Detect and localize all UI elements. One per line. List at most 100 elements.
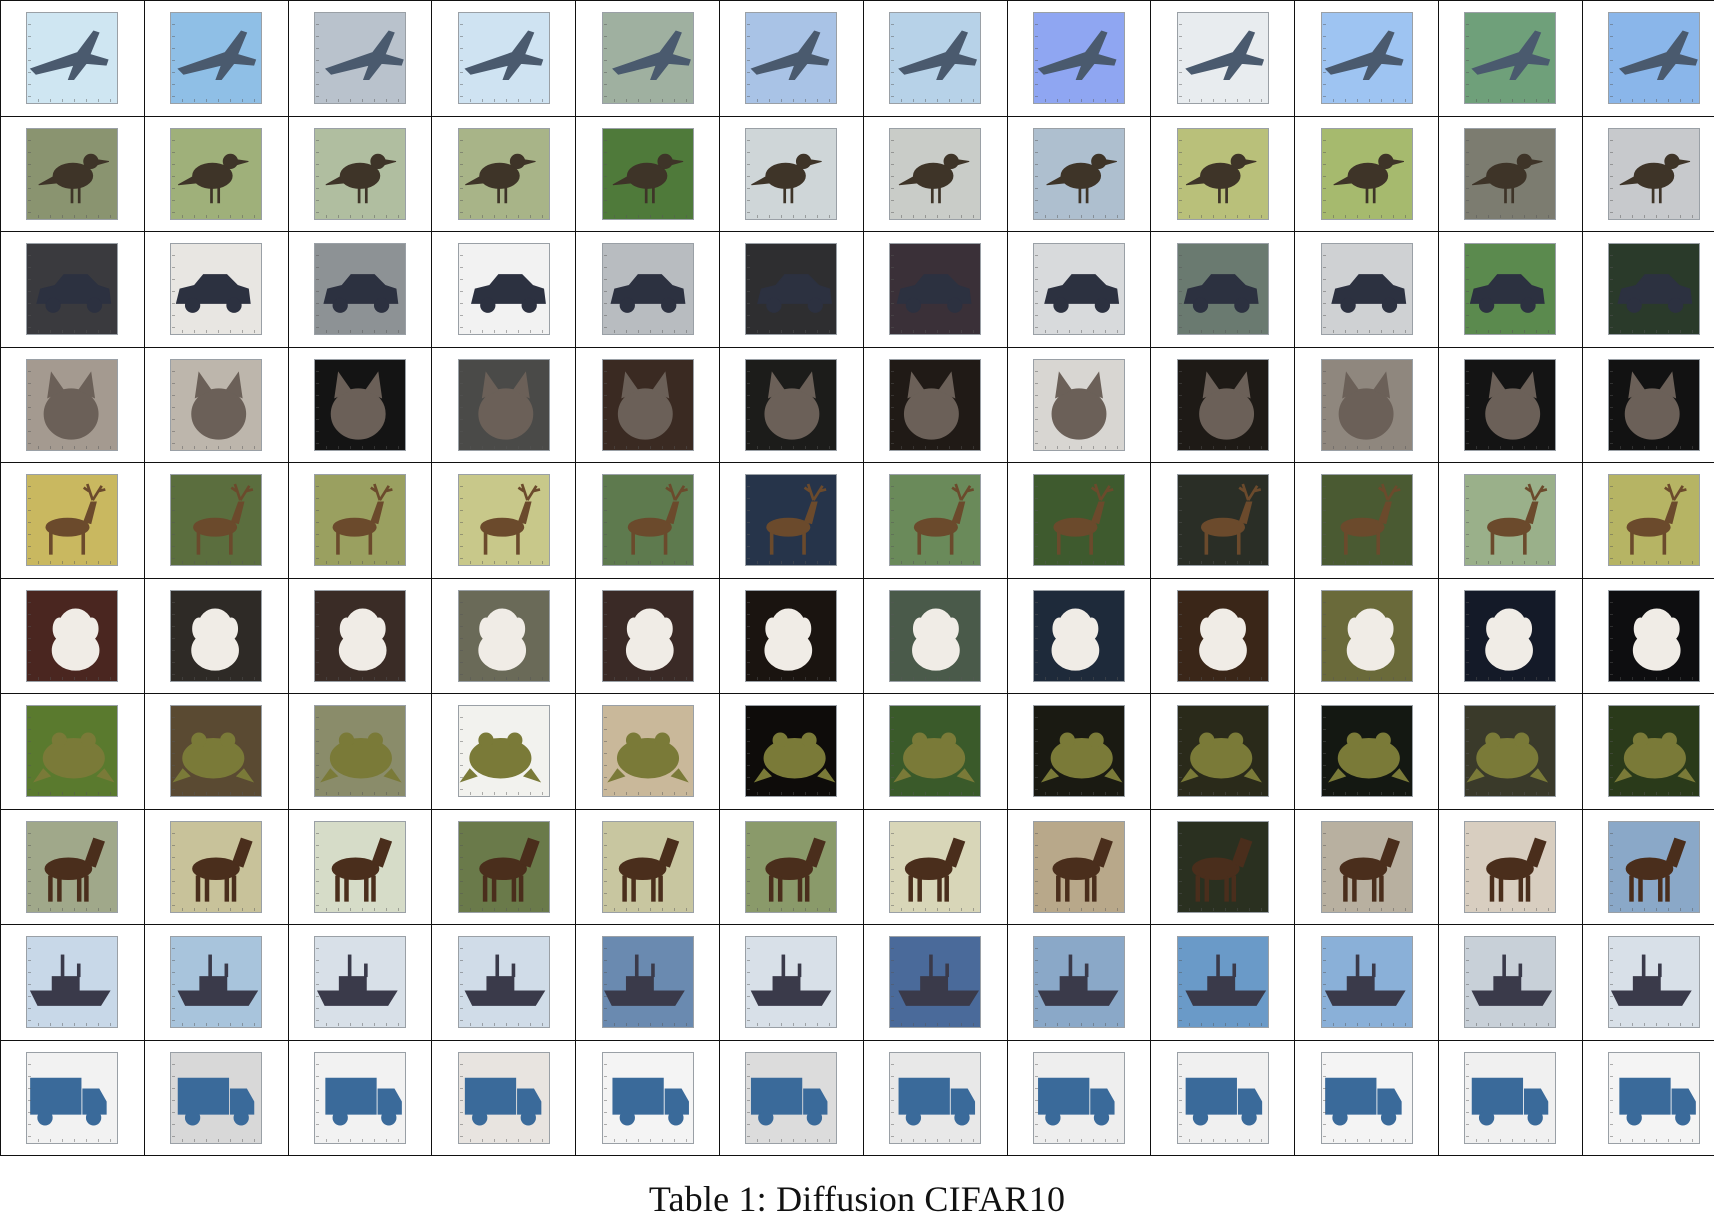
table-cell bbox=[0, 1039, 145, 1156]
sample-image bbox=[601, 705, 694, 798]
airplane-icon bbox=[1324, 30, 1404, 81]
sample-image bbox=[745, 243, 838, 336]
axis-ticks bbox=[1465, 561, 1556, 565]
axis-ticks bbox=[890, 99, 981, 103]
ship-icon bbox=[464, 954, 546, 1007]
sample-image bbox=[1176, 589, 1269, 682]
axis-ticks bbox=[459, 13, 463, 104]
axis-ticks bbox=[747, 937, 751, 1028]
ship-icon bbox=[1185, 954, 1266, 1007]
sample-image bbox=[457, 820, 550, 913]
sample-image bbox=[170, 820, 263, 913]
axis-ticks bbox=[172, 13, 176, 104]
sample-image bbox=[1608, 358, 1701, 451]
table-cell bbox=[575, 0, 720, 117]
frog-icon bbox=[172, 732, 255, 783]
sample-image bbox=[1320, 243, 1413, 336]
axis-ticks bbox=[1609, 1023, 1700, 1027]
axis-ticks bbox=[891, 590, 895, 681]
sample-image bbox=[26, 820, 119, 913]
sample-image bbox=[170, 589, 263, 682]
axis-ticks bbox=[172, 590, 176, 681]
table-cell bbox=[1294, 115, 1439, 232]
sample-image bbox=[601, 243, 694, 336]
axis-ticks bbox=[458, 907, 549, 911]
sample-image bbox=[601, 936, 694, 1029]
sample-image bbox=[889, 243, 982, 336]
sample-image bbox=[457, 358, 550, 451]
axis-ticks bbox=[27, 1023, 118, 1027]
sample-image bbox=[601, 12, 694, 105]
axis-ticks bbox=[1465, 330, 1556, 334]
axis-ticks bbox=[746, 99, 837, 103]
table-cell bbox=[287, 231, 433, 348]
axis-ticks bbox=[1466, 590, 1470, 681]
axis-ticks bbox=[890, 792, 981, 796]
axis-ticks bbox=[891, 1052, 895, 1143]
sample-image bbox=[1320, 127, 1413, 220]
sample-image bbox=[1464, 474, 1557, 567]
axis-ticks bbox=[1609, 1138, 1700, 1142]
table-cell bbox=[1150, 462, 1296, 579]
truck-icon bbox=[1472, 1077, 1549, 1126]
axis-ticks bbox=[1465, 1138, 1556, 1142]
axis-ticks bbox=[172, 821, 176, 912]
axis-ticks bbox=[1321, 561, 1412, 565]
table-cell bbox=[431, 1039, 577, 1156]
sample-image bbox=[313, 243, 406, 336]
axis-ticks bbox=[602, 676, 693, 680]
axis-ticks bbox=[1034, 1052, 1038, 1143]
sample-image bbox=[745, 358, 838, 451]
axis-ticks bbox=[1322, 706, 1326, 797]
axis-ticks bbox=[172, 937, 176, 1028]
sample-image bbox=[1464, 127, 1557, 220]
axis-ticks bbox=[1178, 706, 1182, 797]
table-cell bbox=[1150, 115, 1296, 232]
sample-image bbox=[1608, 12, 1701, 105]
sample-image bbox=[1608, 936, 1701, 1029]
sample-image bbox=[457, 705, 550, 798]
sample-image bbox=[1176, 1051, 1269, 1144]
axis-ticks bbox=[1610, 244, 1614, 335]
sample-image bbox=[745, 589, 838, 682]
table-cell bbox=[1581, 115, 1714, 232]
frog-icon bbox=[1040, 732, 1123, 783]
axis-ticks bbox=[1321, 907, 1412, 911]
axis-ticks bbox=[172, 244, 176, 335]
axis-ticks bbox=[1034, 821, 1038, 912]
car-icon bbox=[610, 274, 685, 314]
axis-ticks bbox=[314, 561, 405, 565]
axis-ticks bbox=[1609, 99, 1700, 103]
airplane-icon bbox=[611, 30, 691, 81]
axis-ticks bbox=[1177, 214, 1268, 218]
sample-image bbox=[313, 358, 406, 451]
table-cell bbox=[575, 346, 720, 463]
sample-image bbox=[26, 127, 119, 220]
table-cell bbox=[1437, 924, 1583, 1041]
axis-ticks bbox=[314, 676, 405, 680]
table-cell bbox=[862, 577, 1008, 694]
axis-ticks bbox=[315, 1052, 319, 1143]
bird-icon bbox=[1046, 153, 1117, 203]
table-cell bbox=[1294, 808, 1439, 925]
bird-icon bbox=[1619, 153, 1691, 203]
table-cell bbox=[1006, 346, 1152, 463]
axis-ticks bbox=[747, 1052, 751, 1143]
table-cell bbox=[431, 924, 577, 1041]
sample-image bbox=[1320, 1051, 1413, 1144]
cat-icon bbox=[1198, 371, 1254, 440]
table-cell bbox=[0, 693, 145, 810]
axis-ticks bbox=[1322, 244, 1326, 335]
axis-ticks bbox=[1610, 13, 1614, 104]
axis-ticks bbox=[1177, 561, 1268, 565]
sample-image bbox=[313, 127, 406, 220]
horse-icon bbox=[44, 837, 106, 902]
axis-ticks bbox=[746, 445, 837, 449]
axis-ticks bbox=[891, 359, 895, 450]
sample-image bbox=[601, 589, 694, 682]
table-cell bbox=[1294, 462, 1439, 579]
car-icon bbox=[1617, 274, 1693, 314]
axis-ticks bbox=[1033, 330, 1124, 334]
table-cell bbox=[287, 462, 433, 579]
axis-ticks bbox=[1034, 359, 1038, 450]
